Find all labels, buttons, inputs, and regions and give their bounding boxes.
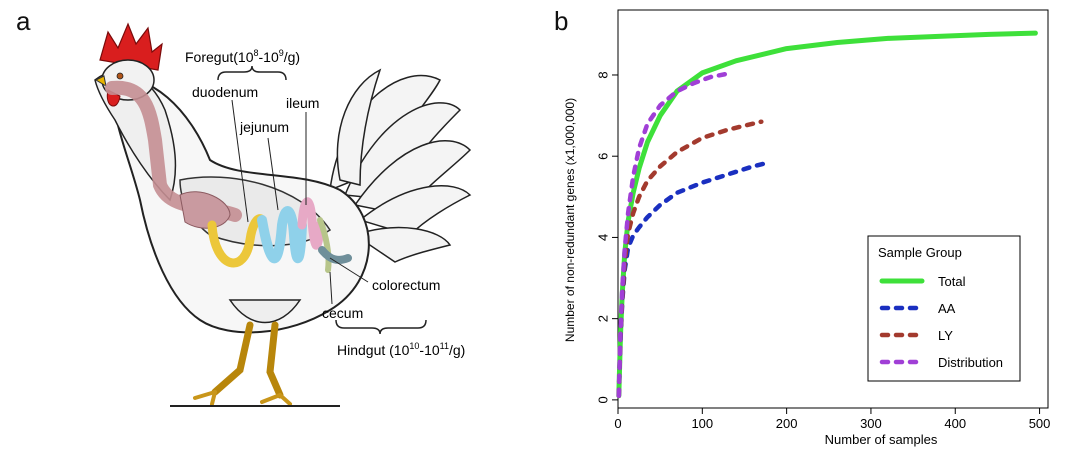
plot-frame (617, 9, 1049, 409)
y-axis-label: Number of non-redundant genes (x1,000,00… (563, 98, 577, 342)
jejunum-segment (257, 206, 307, 264)
hindgut-label: Hindgut (1010-1011/g) (337, 341, 465, 358)
cecum-segment (317, 217, 332, 273)
x-tick-label: 400 (944, 416, 966, 431)
rarefaction-chart: 0 100 200 300 400 500 0 2 4 6 8 Number of samples… (563, 9, 1050, 447)
chicken-feet (193, 390, 292, 406)
x-tick-label: 300 (860, 416, 882, 431)
x-tick-label: 100 (691, 416, 713, 431)
legend-label-aa: AA (938, 301, 956, 316)
y-tick-label: 2 (595, 315, 610, 322)
x-tick-label: 0 (614, 416, 621, 431)
jejunum-label: jejunum (239, 119, 289, 135)
y-tick-label: 4 (595, 234, 610, 241)
y-tick-label: 8 (595, 71, 610, 78)
panel-b-rarefaction-chart: b 0 100 200 300 400 500 0 2 4 6 8 Number of sampl… (550, 0, 1080, 458)
legend-title: Sample Group (878, 245, 962, 260)
panel-a-letter: a (16, 6, 31, 36)
series-layer (616, 30, 1038, 399)
y-axis: 0 2 4 6 8 (595, 71, 618, 403)
legend-label-ly: LY (938, 328, 953, 343)
x-tick-label: 500 (1029, 416, 1051, 431)
tail-feathers (329, 68, 472, 263)
foregut-label: Foregut(108-109/g) (185, 48, 300, 65)
foregut-brace (217, 65, 287, 81)
proventriculus-gizzard (179, 191, 231, 229)
legend-label-distribution: Distribution (938, 355, 1003, 370)
series-line-distribution (616, 70, 735, 399)
ileum-segment (297, 197, 325, 250)
ileum-label: ileum (286, 95, 319, 111)
chicken-eye (116, 72, 124, 80)
cecum-label: cecum (322, 305, 363, 321)
plot-border (617, 9, 1049, 409)
x-tick-label: 200 (776, 416, 798, 431)
panel-b-letter: b (554, 6, 569, 36)
colorectum-segment (318, 246, 352, 264)
colorectum-label: colorectum (372, 277, 440, 293)
chicken-legs (211, 321, 284, 399)
chicken-thigh (228, 299, 302, 324)
chicken-comb (99, 22, 163, 71)
x-axis-label: Number of samples (825, 432, 938, 447)
legend-label-total: Total (938, 274, 966, 289)
hindgut-brace (335, 319, 427, 335)
x-axis: 0 100 200 300 400 500 (614, 408, 1050, 431)
y-tick-label: 0 (595, 396, 610, 403)
chicken-illustration: Foregut(108-109/g) duodenum jejunum ileu… (94, 22, 472, 407)
duodenum-label: duodenum (192, 84, 258, 100)
y-tick-label: 6 (595, 153, 610, 160)
organ-pointer-lines (231, 99, 369, 305)
legend-box (867, 235, 1021, 382)
legend: Sample Group Total AA LY Distribution (867, 235, 1021, 382)
chicken-beak (94, 75, 107, 88)
panel-a-chicken-diagram: a (16, 6, 472, 407)
series-line-total (616, 30, 1038, 399)
legend-items: Total AA LY Distribution (879, 274, 1003, 370)
series-line-aa (616, 160, 773, 399)
